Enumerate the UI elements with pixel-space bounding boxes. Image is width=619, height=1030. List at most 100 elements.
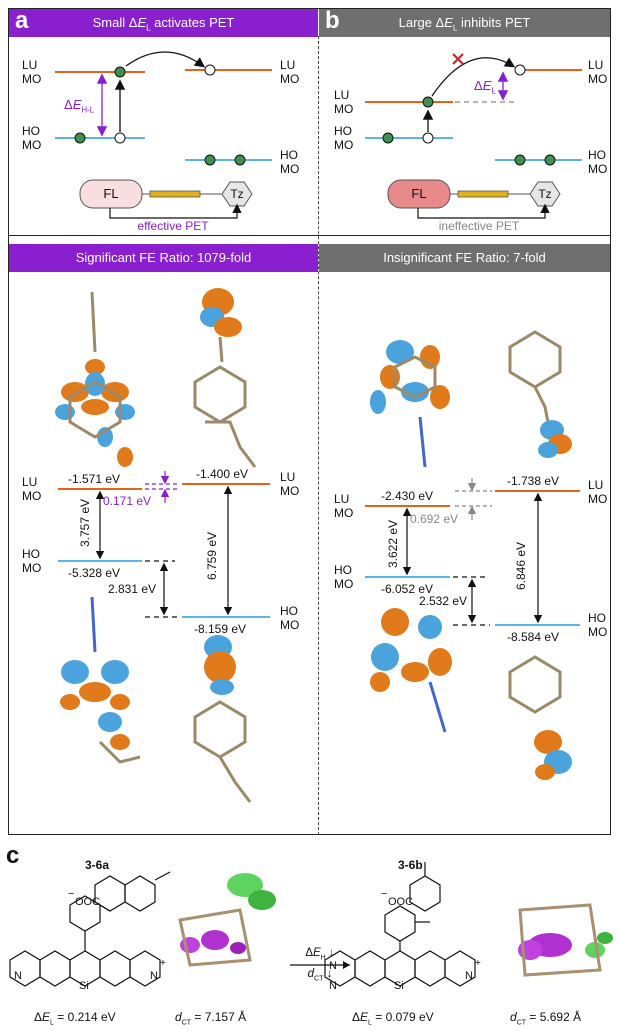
fl-lumo-orbital-right bbox=[370, 340, 450, 468]
render-3-6a bbox=[178, 873, 276, 967]
compound-a-label: 3-6a bbox=[85, 858, 110, 872]
a-transfer-arrow bbox=[125, 51, 206, 68]
arrow-bottom-label: dCT ↓ bbox=[307, 968, 333, 983]
orbital-pictures bbox=[55, 288, 572, 803]
si-label-a: Si bbox=[79, 980, 89, 992]
b-pet-bracket bbox=[417, 203, 550, 219]
panel-c-letter: c bbox=[6, 842, 20, 869]
right-fl-lumo-energy: -2.430 eV bbox=[381, 489, 434, 503]
b-fl-label: FL bbox=[411, 186, 427, 201]
left-fl-gap: 3.757 eV bbox=[78, 498, 92, 547]
panel-b-header-sub: L bbox=[452, 23, 458, 33]
left-tz-homo-mo-label: HO MO bbox=[280, 604, 300, 632]
b-tz-label: Tz bbox=[538, 187, 552, 201]
tz-lumo-orbital-right bbox=[508, 330, 572, 458]
a-lumo-label: LU MO bbox=[22, 58, 42, 86]
left-delta-lumo: 0.171 eV bbox=[103, 494, 152, 508]
chemical-structures bbox=[9, 862, 613, 987]
n-label-a-left: N bbox=[14, 970, 22, 982]
panel-separator bbox=[8, 235, 611, 236]
arrow-top-label: ΔEH ↓ bbox=[305, 947, 335, 962]
fl-homo-orbital-right bbox=[370, 608, 452, 733]
a-tz-homo-label: HO MO bbox=[280, 148, 300, 176]
coo-label-b: OOC bbox=[388, 896, 414, 908]
right-tz-lumo-energy: -1.738 eV bbox=[507, 474, 560, 488]
fl-lumo-orbital-left bbox=[55, 291, 135, 467]
panel-b-header: b Large ΔEL inhibits PET bbox=[319, 7, 610, 37]
a-tz-homo-dot-1 bbox=[204, 154, 216, 166]
a-pet-bracket bbox=[109, 203, 242, 219]
panel-a-header-prefix: Small Δ bbox=[92, 15, 138, 30]
a-hole-dot bbox=[114, 132, 126, 144]
b-tz-homo-dot-2 bbox=[544, 154, 556, 166]
b-tz-lumo-label: LU MO bbox=[588, 58, 608, 86]
structure-3-6a bbox=[9, 871, 171, 987]
left-delta-homo: 2.831 eV bbox=[108, 582, 157, 596]
b-tz-lumo-dot bbox=[514, 64, 526, 76]
n-label-b-bottom: N bbox=[329, 980, 337, 992]
render-3-6b bbox=[518, 903, 613, 977]
panel-b-header-suffix: inhibits PET bbox=[457, 15, 531, 30]
structure-3-6b bbox=[324, 862, 476, 987]
a-tz-homo-dot-2 bbox=[234, 154, 246, 166]
b-gap-label: ΔEL bbox=[474, 78, 496, 96]
left-tz-lumo-mo-label: LU MO bbox=[280, 470, 300, 498]
a-electron-dot bbox=[114, 66, 126, 78]
tz-homo-orbital-left bbox=[193, 635, 252, 803]
right-tz-lumo-mo-label: LU MO bbox=[588, 478, 608, 506]
compound-b-label: 3-6b bbox=[398, 858, 423, 872]
si-label-b: Si bbox=[394, 980, 404, 992]
panel-a-header-italic: E bbox=[137, 15, 147, 30]
panel-a-header-sub: L bbox=[146, 23, 151, 33]
plus-a: + bbox=[160, 958, 166, 969]
panel-b-header-prefix: Large Δ bbox=[398, 15, 445, 30]
dct-b: dCT = 5.692 Å bbox=[510, 1010, 582, 1027]
right-tz-homo-mo-label: HO MO bbox=[588, 611, 608, 639]
b-hole-dot bbox=[422, 132, 434, 144]
b-tz-hexagon bbox=[529, 181, 561, 207]
pet-schematic bbox=[55, 51, 582, 219]
a-tz-hexagon bbox=[221, 181, 253, 207]
delta-el-b: ΔEL = 0.079 eV bbox=[352, 1010, 434, 1027]
ratio-right-header: Insignificant FE Ratio: 7-fold bbox=[319, 244, 610, 272]
left-lumo-mo-label: LU MO bbox=[22, 475, 42, 503]
b-lumo-label: LU MO bbox=[334, 88, 354, 116]
right-delta-lumo: 0.692 eV bbox=[410, 512, 459, 526]
a-pet-text: effective PET bbox=[137, 219, 209, 233]
n-label-a-right: N bbox=[150, 970, 158, 982]
a-tz-lumo-dot bbox=[204, 64, 216, 76]
panel-b-letter: b bbox=[325, 7, 340, 34]
coo-minus-a: − bbox=[68, 888, 75, 900]
left-fl-lumo-energy: -1.571 eV bbox=[68, 472, 121, 486]
b-pet-text: ineffective PET bbox=[438, 219, 520, 233]
tz-homo-orbital-right bbox=[508, 655, 572, 780]
energy-diagram bbox=[58, 471, 580, 626]
n-label-b-top: N bbox=[329, 960, 337, 972]
right-tz-homo-energy: -8.584 eV bbox=[507, 630, 560, 644]
b-homo-label: HO MO bbox=[334, 124, 354, 152]
right-delta-homo: 2.532 eV bbox=[419, 594, 468, 608]
tz-lumo-orbital-left bbox=[193, 288, 257, 468]
coo-label-a: OOC bbox=[75, 896, 101, 908]
a-homo-label: HO MO bbox=[22, 124, 42, 152]
a-tz-lumo-label: LU MO bbox=[280, 58, 300, 86]
panel-a-letter: a bbox=[15, 7, 29, 34]
b-homo-dot bbox=[382, 132, 394, 144]
n-label-b-right: N bbox=[465, 970, 473, 982]
delta-el-a: ΔEL = 0.214 eV bbox=[34, 1010, 116, 1027]
right-fl-gap: 3.622 eV bbox=[386, 519, 400, 568]
dct-a: dCT = 7.157 Å bbox=[175, 1010, 247, 1027]
figure-frame bbox=[8, 8, 611, 835]
panel-a-header-suffix: activates PET bbox=[150, 15, 235, 30]
center-divider bbox=[318, 36, 319, 835]
ratio-left-header: Significant FE Ratio: 1079-fold bbox=[9, 244, 318, 272]
b-tz-homo-label: HO MO bbox=[588, 148, 608, 176]
right-tz-gap: 6.846 eV bbox=[514, 541, 528, 590]
b-transfer-arrow bbox=[431, 57, 516, 97]
left-tz-gap: 6.759 eV bbox=[205, 531, 219, 580]
right-fl-homo-energy: -6.052 eV bbox=[381, 582, 434, 596]
fl-homo-orbital-left bbox=[60, 596, 141, 764]
left-fl-homo-energy: -5.328 eV bbox=[68, 566, 121, 580]
a-homo-dot bbox=[74, 132, 86, 144]
left-tz-lumo-energy: -1.400 eV bbox=[196, 467, 249, 481]
